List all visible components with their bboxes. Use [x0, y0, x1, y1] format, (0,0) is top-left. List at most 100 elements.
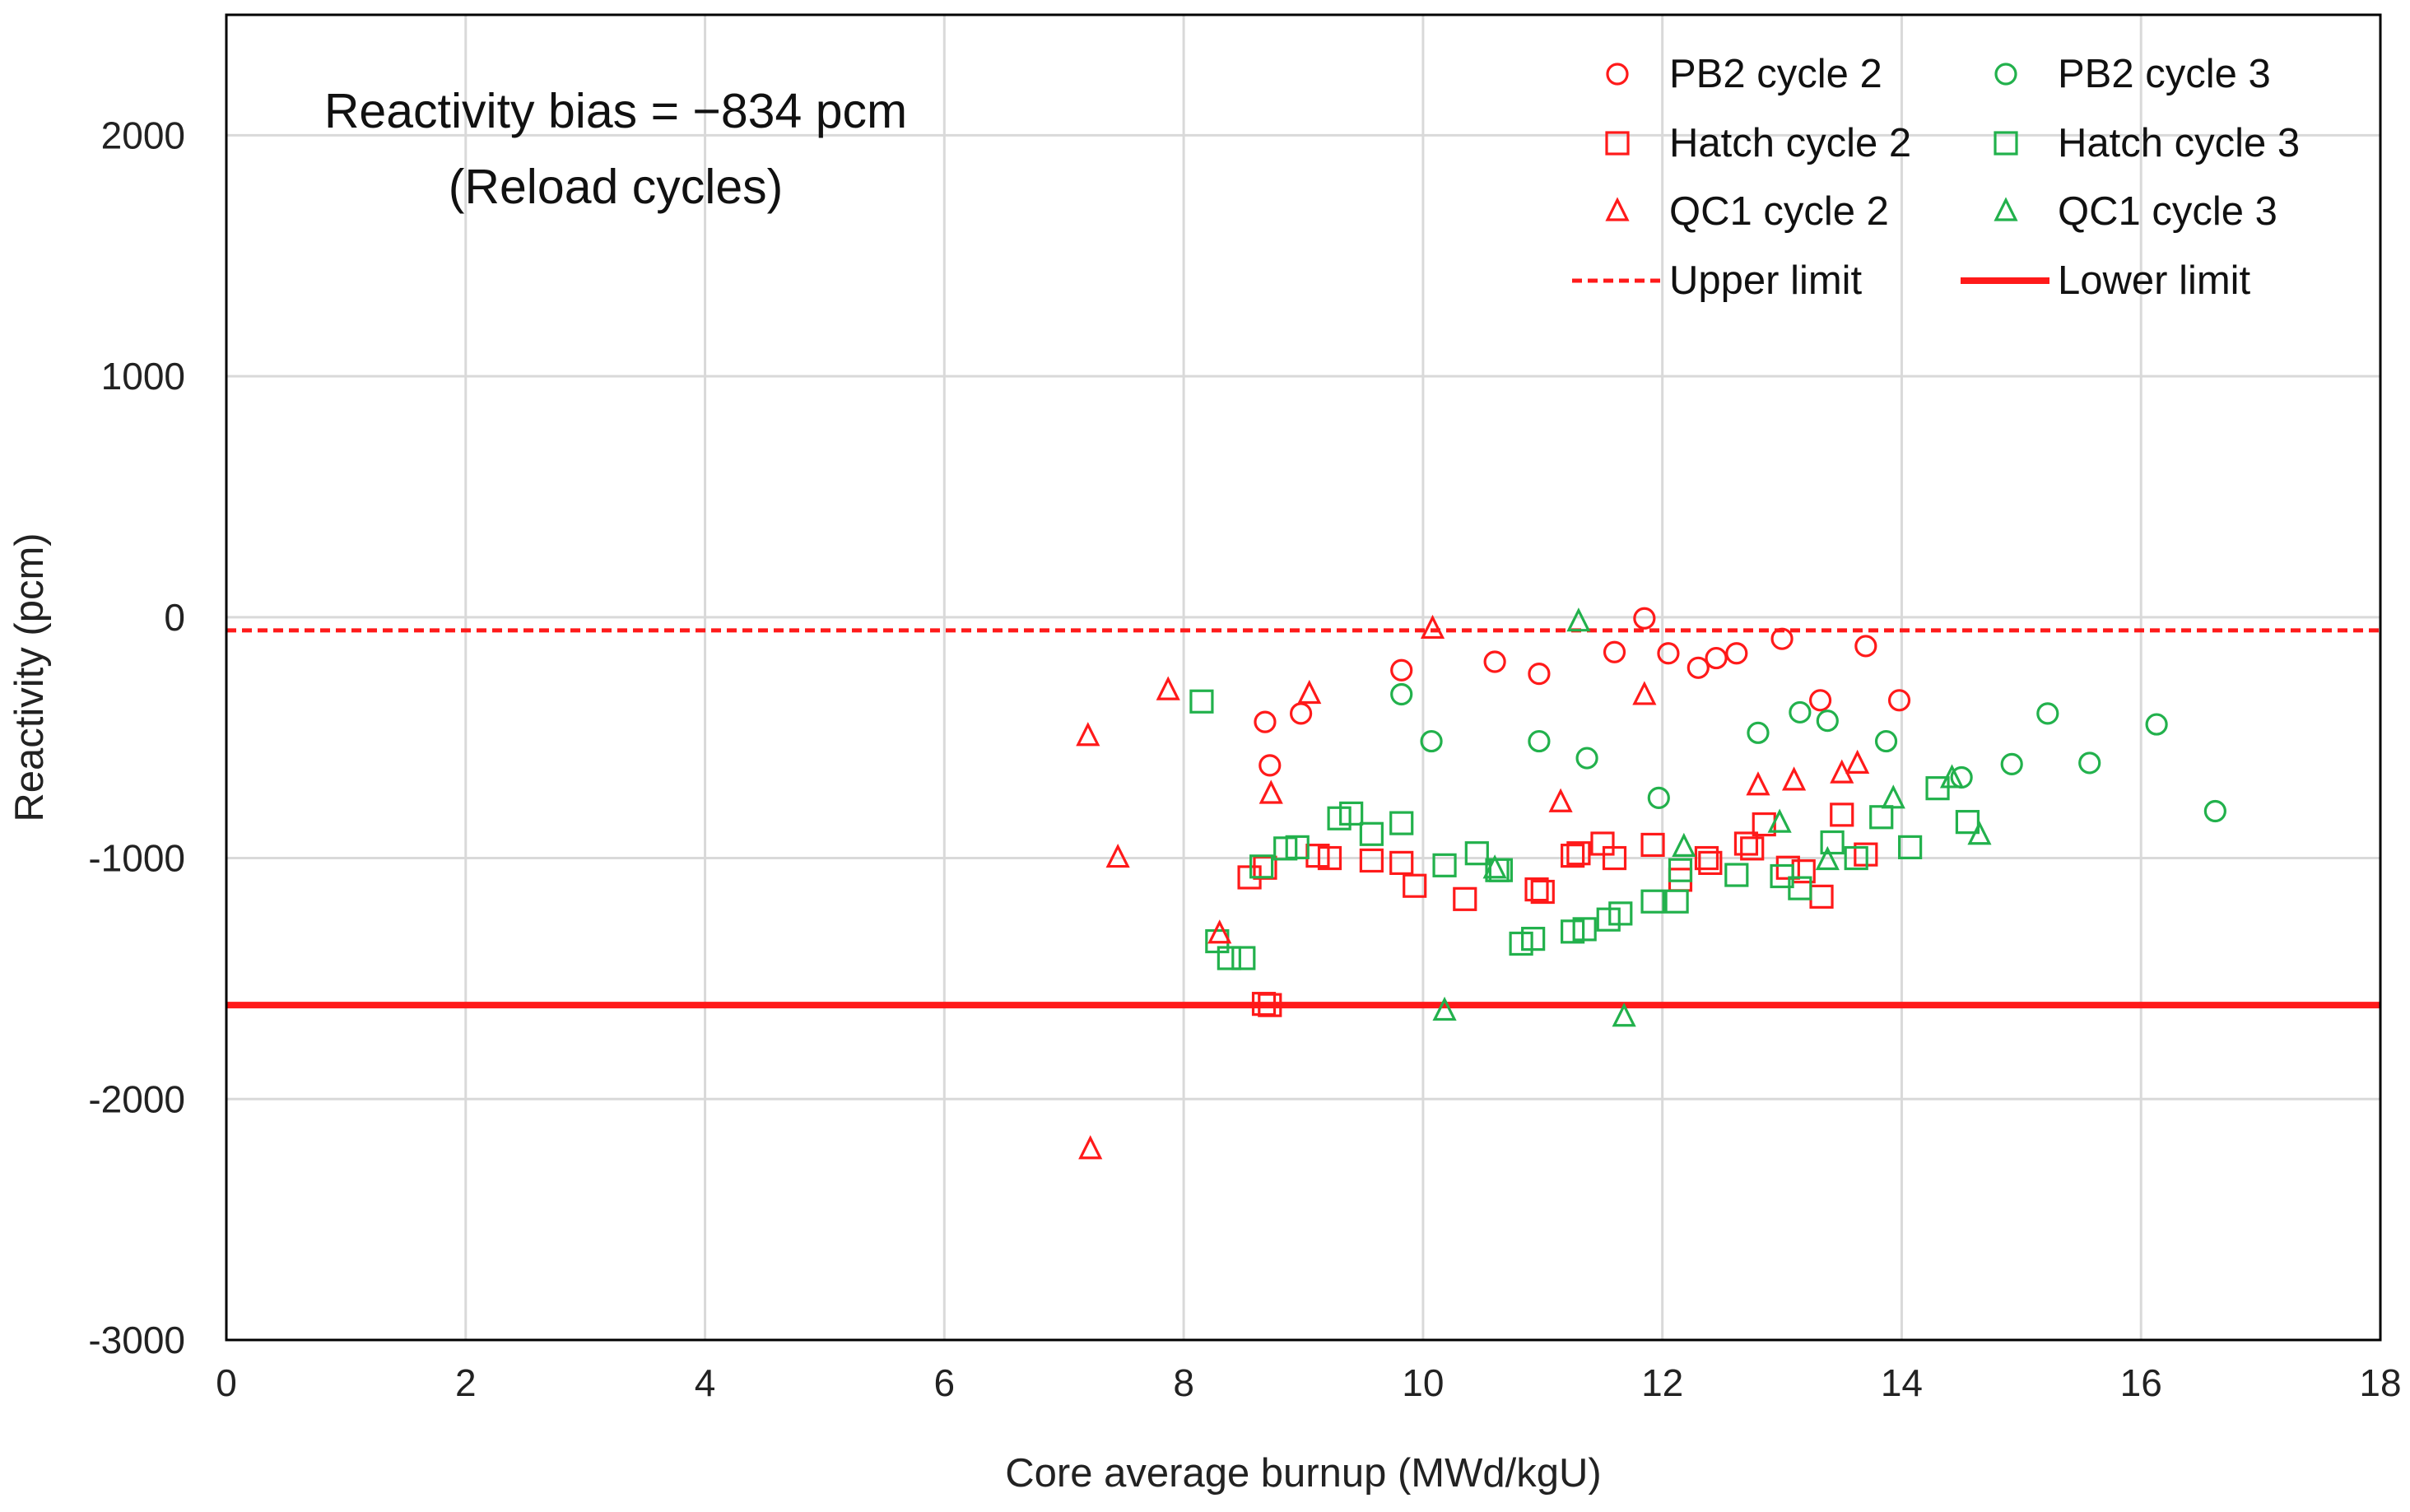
x-tick-label: 6	[934, 1361, 956, 1404]
hatch-cycle-2-point	[1389, 850, 1414, 876]
qc1-cycle-2-point	[1078, 1135, 1103, 1160]
x-tick-label: 10	[1402, 1361, 1444, 1404]
hatch-cycle-2-point	[1640, 832, 1665, 858]
legend-pb2-cycle-3-marker	[1994, 63, 2017, 86]
hatch-cycle-3-point	[1521, 927, 1546, 951]
pb2-cycle-2-point	[1259, 754, 1282, 777]
pb2-cycle-2-point	[1483, 650, 1506, 673]
legend-qc1-cycle-3-marker	[1994, 197, 2018, 221]
hatch-cycle-3-point	[1608, 901, 1633, 926]
hatch-cycle-3-point	[1770, 863, 1794, 889]
hatch-cycle-2-point	[1830, 803, 1854, 827]
pb2-cycle-2-point	[1887, 689, 1911, 712]
y-tick-label: 2000	[101, 114, 185, 156]
qc1-cycle-2-point	[1845, 749, 1870, 774]
reference-lines	[226, 628, 2380, 1009]
qc1-cycle-2-point	[1297, 679, 1322, 705]
pb2-cycle-3-point	[2000, 752, 2023, 775]
annotation-bias: Reactivity bias = −834 pcm	[324, 84, 907, 138]
qc1-cycle-2-point	[1076, 722, 1100, 747]
qc1-cycle-3-point	[1432, 996, 1457, 1021]
hatch-cycle-3-point	[1640, 889, 1665, 914]
legend-hatch-cycle-3-label: Hatch cycle 3	[2058, 121, 2300, 165]
y-axis-title: Reactivity (pcm)	[7, 533, 52, 821]
pb2-cycle-2-point	[1254, 710, 1277, 733]
pb2-cycle-3-point	[1420, 729, 1443, 753]
hatch-cycle-3-point	[1189, 689, 1214, 714]
pb2-cycle-3-point	[1789, 700, 1812, 724]
qc1-cycle-2-point	[1420, 614, 1445, 640]
qc1-cycle-2-point	[1105, 843, 1130, 868]
hatch-cycle-3-point	[1820, 830, 1845, 855]
legend-hatch-cycle-2-marker	[1605, 131, 1630, 156]
legend-hatch-cycle-3-marker	[1994, 131, 2018, 156]
qc1-cycle-2-point	[1782, 766, 1807, 791]
x-tick-label: 8	[1173, 1361, 1194, 1404]
hatch-cycle-2-point	[1698, 850, 1723, 876]
hatch-cycle-3-point	[1339, 801, 1364, 826]
qc1-cycle-3-point	[1482, 854, 1507, 879]
hatch-cycle-2-point	[1403, 873, 1427, 898]
qc1-cycle-2-point	[1207, 919, 1232, 944]
hatch-cycle-3-point	[1217, 946, 1241, 970]
hatch-cycle-2-point	[1524, 877, 1549, 902]
pb2-cycle-2-point	[1633, 607, 1656, 630]
pb2-cycle-3-point	[1747, 721, 1770, 744]
pb2-cycle-2-point	[1390, 658, 1413, 682]
hatch-cycle-3-point	[1432, 853, 1457, 877]
y-tick-label: -1000	[88, 837, 185, 880]
qc1-cycle-3-point	[1881, 784, 1905, 809]
hatch-cycle-2-point	[1602, 845, 1627, 871]
hatch-cycle-3-point	[1955, 810, 1980, 835]
x-tick-label: 0	[216, 1361, 237, 1404]
qc1-cycle-3-point	[1967, 821, 1992, 845]
pb2-cycle-2-point	[1657, 642, 1680, 665]
pb2-cycle-2-point	[1808, 689, 1832, 712]
hatch-cycle-2-point	[1251, 992, 1277, 1017]
x-tick-label: 14	[1881, 1361, 1923, 1404]
y-tick-label: 0	[164, 596, 185, 639]
legend-qc1-cycle-2-marker	[1605, 197, 1630, 221]
x-tick-label: 16	[2120, 1361, 2162, 1404]
pb2-cycle-3-point	[1647, 786, 1670, 809]
pb2-cycle-2-point	[1705, 646, 1728, 670]
hatch-cycle-2-point	[1561, 844, 1585, 868]
hatch-cycle-2-point	[1733, 831, 1759, 856]
qc1-cycle-2-point	[1156, 676, 1180, 700]
legend-upper-limit-label: Upper limit	[1669, 258, 1863, 303]
qc1-cycle-3-point	[1939, 764, 1965, 789]
plot-frame	[225, 13, 2382, 1342]
qc1-cycle-3-point	[1612, 1003, 1636, 1027]
legend-qc1-cycle-2-label: QC1 cycle 2	[1669, 189, 1889, 234]
pb2-cycle-3-point	[1390, 682, 1413, 706]
hatch-cycle-3-point	[1464, 841, 1489, 866]
data-points	[1076, 607, 2226, 1160]
hatch-cycle-3-point	[1359, 821, 1384, 846]
hatch-cycle-3-point	[1389, 811, 1414, 835]
pb2-cycle-3-point	[1528, 729, 1551, 753]
hatch-cycle-3-point	[1668, 858, 1693, 882]
x-axis-title: Core average burnup (MWd/kgU)	[1005, 1451, 1601, 1496]
legend-pb2-cycle-3-label: PB2 cycle 3	[2058, 52, 2271, 96]
x-tick-label: 4	[695, 1361, 716, 1404]
qc1-cycle-2-point	[1548, 788, 1573, 812]
legend-qc1-cycle-3-label: QC1 cycle 3	[2058, 189, 2277, 234]
hatch-cycle-3-point	[1249, 854, 1274, 879]
qc1-cycle-3-point	[1672, 832, 1696, 857]
pb2-cycle-2-point	[1687, 656, 1710, 679]
pb2-cycle-3-point	[1874, 729, 1898, 753]
hatch-cycle-2-point	[1359, 848, 1384, 873]
pb2-cycle-2-point	[1854, 635, 1877, 658]
qc1-cycle-3-point	[1566, 607, 1591, 632]
hatch-cycle-3-point	[1869, 805, 1894, 830]
hatch-cycle-3-point	[1572, 917, 1597, 942]
qc1-cycle-2-point	[1259, 779, 1283, 804]
pb2-cycle-3-point	[2145, 713, 2168, 736]
qc1-cycle-3-point	[1815, 845, 1840, 871]
hatch-cycle-3-point	[1664, 889, 1689, 914]
hatch-cycle-3-point	[1844, 845, 1868, 871]
y-tick-label: 1000	[101, 355, 185, 398]
legend-pb2-cycle-2-label: PB2 cycle 2	[1669, 52, 1882, 96]
